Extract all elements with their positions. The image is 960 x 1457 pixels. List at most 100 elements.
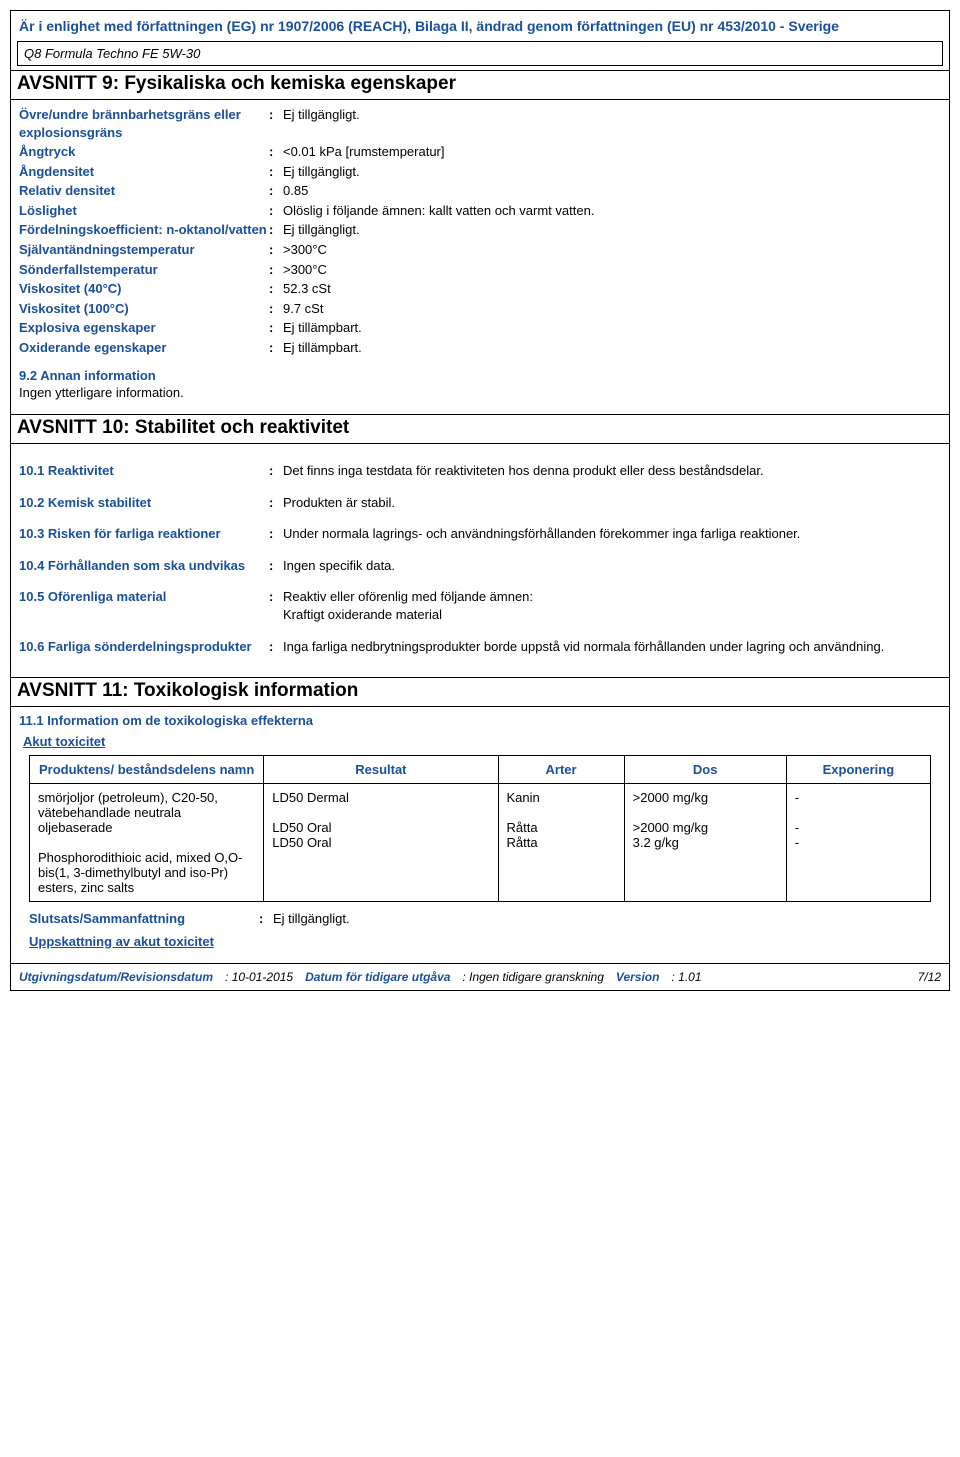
acute-toxicity-label: Akut toxicitet: [23, 734, 949, 749]
property-label: Viskositet (40°C): [19, 280, 269, 298]
table-header: Arter: [498, 756, 624, 784]
colon: :: [269, 525, 283, 543]
section-9-content: Övre/undre brännbarhetsgräns eller explo…: [11, 100, 949, 414]
section-10-label: 10.3 Risken för farliga reaktioner: [19, 525, 269, 543]
section-10-row: 10.5 Oförenliga material : Reaktiv eller…: [19, 588, 941, 623]
conclusion-value: Ej tillgängligt.: [273, 910, 949, 928]
property-value: <0.01 kPa [rumstemperatur]: [283, 143, 941, 161]
property-label: Ångdensitet: [19, 163, 269, 181]
colon: :: [269, 339, 283, 357]
page-footer: Utgivningsdatum/Revisionsdatum : 10-01-2…: [11, 963, 949, 990]
toxicity-table: Produktens/ beståndsdelens namn Resultat…: [29, 755, 931, 902]
property-value: 0.85: [283, 182, 941, 200]
section-10-row: 10.1 Reaktivitet : Det finns inga testda…: [19, 462, 941, 480]
property-value: Ej tillgängligt.: [283, 106, 941, 124]
property-row: Fördelningskoefficient: n-oktanol/vatten…: [19, 221, 941, 239]
section-10-value: Det finns inga testdata för reaktivitete…: [283, 462, 941, 480]
property-row: Självantändningstemperatur : >300°C: [19, 241, 941, 259]
section-10-label: 10.6 Farliga sönderdelningsprodukter: [19, 638, 269, 656]
footer-version-label: Version: [616, 970, 660, 984]
colon: :: [269, 163, 283, 181]
colon: :: [269, 221, 283, 239]
footer-prev-label: Datum för tidigare utgåva: [305, 970, 450, 984]
section-10-content: 10.1 Reaktivitet : Det finns inga testda…: [11, 444, 949, 677]
section-9-2-text: Ingen ytterligare information.: [19, 385, 941, 400]
section-9-heading: AVSNITT 9: Fysikaliska och kemiska egens…: [11, 70, 949, 100]
property-value: Ej tillgängligt.: [283, 221, 941, 239]
colon: :: [269, 494, 283, 512]
colon: :: [269, 261, 283, 279]
property-row: Sönderfallstemperatur : >300°C: [19, 261, 941, 279]
property-value: Olöslig i följande ämnen: kallt vatten o…: [283, 202, 941, 220]
product-name-box: Q8 Formula Techno FE 5W-30: [17, 41, 943, 66]
section-10-value: Under normala lagrings- och användningsf…: [283, 525, 941, 543]
table-row: smörjoljor (petroleum), C20-50, vätebeha…: [30, 784, 931, 902]
section-10-label: 10.4 Förhållanden som ska undvikas: [19, 557, 269, 575]
property-label: Explosiva egenskaper: [19, 319, 269, 337]
property-value: >300°C: [283, 261, 941, 279]
table-cell: LD50 Dermal LD50 Oral LD50 Oral: [264, 784, 498, 902]
colon: :: [259, 910, 273, 928]
property-label: Självantändningstemperatur: [19, 241, 269, 259]
colon: :: [269, 638, 283, 656]
colon: :: [269, 280, 283, 298]
conclusion-label: Slutsats/Sammanfattning: [29, 910, 259, 928]
property-row: Löslighet : Olöslig i följande ämnen: ka…: [19, 202, 941, 220]
table-cell: - - -: [786, 784, 930, 902]
property-label: Löslighet: [19, 202, 269, 220]
colon: :: [269, 319, 283, 337]
property-value: 9.7 cSt: [283, 300, 941, 318]
footer-date-label: Utgivningsdatum/Revisionsdatum: [19, 970, 213, 984]
section-10-label: 10.2 Kemisk stabilitet: [19, 494, 269, 512]
section-10-row: 10.2 Kemisk stabilitet : Produkten är st…: [19, 494, 941, 512]
regulation-header: Är i enlighet med författningen (EG) nr …: [11, 11, 949, 37]
section-10-value: Reaktiv eller oförenlig med följande ämn…: [283, 588, 941, 623]
property-row: Viskositet (40°C) : 52.3 cSt: [19, 280, 941, 298]
property-row: Övre/undre brännbarhetsgräns eller explo…: [19, 106, 941, 141]
property-row: Viskositet (100°C) : 9.7 cSt: [19, 300, 941, 318]
section-10-label: 10.1 Reaktivitet: [19, 462, 269, 480]
colon: :: [269, 241, 283, 259]
colon: :: [269, 182, 283, 200]
table-cell: smörjoljor (petroleum), C20-50, vätebeha…: [30, 784, 264, 902]
property-label: Fördelningskoefficient: n-oktanol/vatten: [19, 221, 269, 239]
section-10-label: 10.5 Oförenliga material: [19, 588, 269, 606]
colon: :: [269, 300, 283, 318]
table-header: Dos: [624, 756, 786, 784]
property-label: Sönderfallstemperatur: [19, 261, 269, 279]
footer-version-value: : 1.01: [671, 970, 701, 984]
section-10-value: Inga farliga nedbrytningsprodukter borde…: [283, 638, 941, 656]
property-value: 52.3 cSt: [283, 280, 941, 298]
section-10-row: 10.6 Farliga sönderdelningsprodukter : I…: [19, 638, 941, 656]
section-11-1-label: 11.1 Information om de toxikologiska eff…: [19, 713, 949, 728]
acute-estimate-label: Uppskattning av akut toxicitet: [29, 934, 949, 949]
property-row: Ångdensitet : Ej tillgängligt.: [19, 163, 941, 181]
table-cell: Kanin Råtta Råtta: [498, 784, 624, 902]
section-11-title: AVSNITT 11: Toxikologisk information: [17, 680, 358, 701]
section-10-row: 10.3 Risken för farliga reaktioner : Und…: [19, 525, 941, 543]
section-9-2-label: 9.2 Annan information: [19, 368, 941, 383]
table-header-row: Produktens/ beståndsdelens namn Resultat…: [30, 756, 931, 784]
property-value: Ej tillämpbart.: [283, 319, 941, 337]
section-10-heading: AVSNITT 10: Stabilitet och reaktivitet: [11, 414, 949, 444]
property-label: Oxiderande egenskaper: [19, 339, 269, 357]
table-header: Produktens/ beståndsdelens namn: [30, 756, 264, 784]
property-label: Övre/undre brännbarhetsgräns eller explo…: [19, 106, 269, 141]
property-label: Relativ densitet: [19, 182, 269, 200]
property-row: Oxiderande egenskaper : Ej tillämpbart.: [19, 339, 941, 357]
property-value: Ej tillämpbart.: [283, 339, 941, 357]
property-label: Ångtryck: [19, 143, 269, 161]
section-11-heading: AVSNITT 11: Toxikologisk information: [11, 677, 949, 707]
colon: :: [269, 106, 283, 124]
property-label: Viskositet (100°C): [19, 300, 269, 318]
section-10-value: Produkten är stabil.: [283, 494, 941, 512]
property-value: >300°C: [283, 241, 941, 259]
section-10-title: AVSNITT 10: Stabilitet och reaktivitet: [17, 417, 349, 438]
section-10-row: 10.4 Förhållanden som ska undvikas : Ing…: [19, 557, 941, 575]
property-row: Relativ densitet : 0.85: [19, 182, 941, 200]
table-header: Exponering: [786, 756, 930, 784]
property-row: Explosiva egenskaper : Ej tillämpbart.: [19, 319, 941, 337]
colon: :: [269, 557, 283, 575]
footer-prev-value: : Ingen tidigare granskning: [462, 970, 603, 984]
table-cell: >2000 mg/kg >2000 mg/kg 3.2 g/kg: [624, 784, 786, 902]
